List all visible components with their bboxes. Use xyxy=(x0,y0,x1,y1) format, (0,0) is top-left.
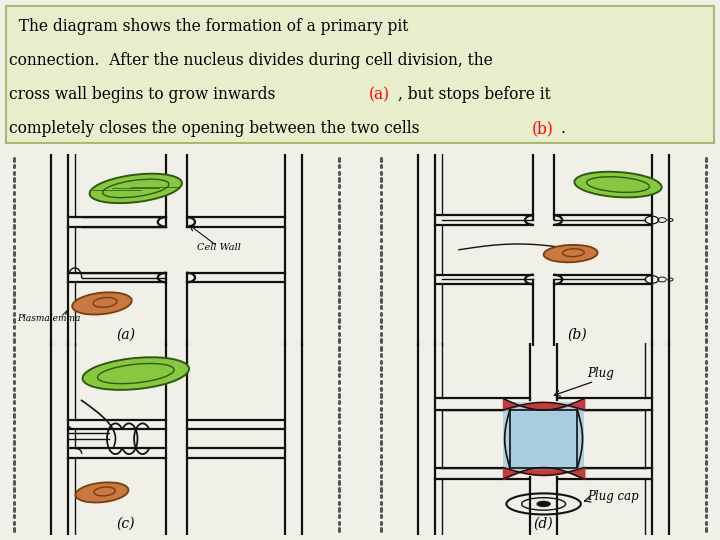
Text: (d): (d) xyxy=(534,517,554,531)
FancyBboxPatch shape xyxy=(503,402,584,473)
Text: Plug: Plug xyxy=(588,367,614,380)
FancyBboxPatch shape xyxy=(6,6,714,143)
Text: , but stops before it: , but stops before it xyxy=(398,86,551,103)
Text: Plasmalemma: Plasmalemma xyxy=(17,314,81,323)
Ellipse shape xyxy=(89,174,182,203)
Text: Plug cap: Plug cap xyxy=(588,490,639,503)
Polygon shape xyxy=(510,410,577,468)
Text: (b): (b) xyxy=(567,328,588,342)
Text: (a): (a) xyxy=(116,328,135,342)
Ellipse shape xyxy=(575,172,662,198)
Ellipse shape xyxy=(83,357,189,390)
Ellipse shape xyxy=(537,501,550,507)
Ellipse shape xyxy=(544,245,598,262)
Text: (b): (b) xyxy=(531,120,553,137)
Text: (a): (a) xyxy=(369,86,390,103)
Text: .: . xyxy=(561,120,566,137)
Text: Cell Wall: Cell Wall xyxy=(197,243,240,252)
Ellipse shape xyxy=(76,482,128,503)
Text: completely closes the opening between the two cells: completely closes the opening between th… xyxy=(9,120,424,137)
Text: (c): (c) xyxy=(117,517,135,531)
Text: The diagram shows the formation of a primary pit: The diagram shows the formation of a pri… xyxy=(9,18,408,35)
Text: connection.  After the nucleus divides during cell division, the: connection. After the nucleus divides du… xyxy=(9,52,492,69)
Text: cross wall begins to grow inwards: cross wall begins to grow inwards xyxy=(9,86,280,103)
Ellipse shape xyxy=(72,292,132,314)
